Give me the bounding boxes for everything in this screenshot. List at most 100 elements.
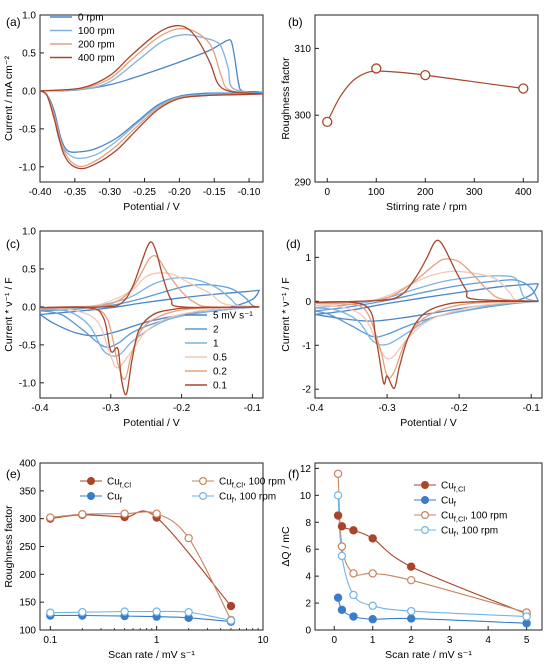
y-axis-label: Current / mA cm⁻² bbox=[3, 56, 15, 141]
series-line-3 bbox=[50, 511, 232, 621]
data-point-series-2 bbox=[333, 593, 343, 602]
data-point-series-1 bbox=[333, 511, 343, 520]
plot-frame bbox=[314, 14, 539, 183]
data-point-series-2 bbox=[337, 605, 347, 614]
legend-label: 0.1 bbox=[213, 381, 227, 392]
series-line-6-cathodic bbox=[40, 306, 260, 396]
data-point-series-3 bbox=[46, 513, 55, 522]
legend-label: 0 rpm bbox=[78, 13, 104, 24]
x-tick-label: 0.1 bbox=[43, 635, 57, 646]
series-line-2 bbox=[337, 597, 527, 624]
y-tick-label: 290 bbox=[294, 178, 311, 189]
y-axis-label: Current * ν⁻¹ / F bbox=[3, 277, 15, 351]
series-line-1-cathodic bbox=[40, 90, 263, 153]
x-tick-label: -0.3 bbox=[378, 403, 396, 414]
plot-area bbox=[46, 509, 236, 626]
data-point-series-4 bbox=[152, 607, 161, 616]
panel-label: (e) bbox=[6, 467, 21, 481]
x-axis-label: Stirring rate / rpm bbox=[386, 201, 467, 213]
plot-area bbox=[315, 239, 539, 389]
series-line-4-anodic bbox=[315, 270, 539, 307]
data-point-series-1 bbox=[368, 534, 377, 543]
y-tick-label: 300 bbox=[19, 514, 36, 525]
data-point-series-3 bbox=[333, 469, 343, 478]
x-tick-label: 3 bbox=[447, 635, 453, 646]
legend-marker bbox=[421, 525, 430, 534]
x-tick-label: 2 bbox=[408, 635, 414, 646]
data-point-series-2 bbox=[349, 612, 358, 621]
series-line-1-anodic bbox=[40, 39, 263, 94]
x-tick-label: 0 bbox=[331, 635, 337, 646]
panel-b: (b) 0 100 200 300 400 290 300 310 Stirring rate /… bbox=[280, 14, 539, 213]
legend-label: Cuf,Cl, 100 rpm bbox=[441, 511, 507, 524]
x-tick-label: -0.25 bbox=[133, 187, 156, 198]
legend-label: 5 mV s⁻¹ bbox=[213, 311, 253, 322]
legend-label: 0.2 bbox=[213, 367, 227, 378]
series-line-1 bbox=[50, 510, 232, 607]
data-point-series-4 bbox=[184, 607, 193, 617]
series-line-6-anodic bbox=[315, 239, 539, 303]
series-line-3 bbox=[337, 473, 527, 614]
series-line-3-cathodic bbox=[40, 306, 260, 357]
x-axis-label: Potential / V bbox=[400, 417, 457, 429]
legend-marker bbox=[199, 492, 208, 501]
x-axis-label: Scan rate / mV s⁻¹ bbox=[385, 649, 472, 661]
x-tick-label: 200 bbox=[417, 187, 434, 198]
legend-label: Cuf bbox=[441, 496, 457, 509]
panel-label: (f) bbox=[288, 467, 299, 481]
y-tick-label: 0.5 bbox=[22, 48, 36, 59]
legend-label: Cuf,Cl, 100 rpm bbox=[219, 477, 285, 490]
panel-a: (a) -0.40 -0.35 -0.30 -0.25 -0.20 -0.15 -0.10 -1… bbox=[3, 11, 264, 213]
x-tick-label: -0.20 bbox=[168, 187, 191, 198]
y-tick-label: 150 bbox=[19, 598, 36, 609]
panel-label: (d) bbox=[286, 237, 301, 251]
y-tick-label: 300 bbox=[294, 111, 311, 122]
data-point-series-3 bbox=[337, 542, 347, 551]
series-line-6-anodic bbox=[40, 241, 260, 309]
series-line-4-cathodic bbox=[315, 300, 539, 360]
data-point-series-3 bbox=[120, 509, 129, 518]
data-point-series-4 bbox=[226, 616, 236, 625]
data-point-series-4 bbox=[78, 607, 87, 617]
panel-label: (c) bbox=[6, 237, 20, 251]
series-line-3-anodic bbox=[40, 27, 263, 95]
legend-marker bbox=[421, 496, 430, 505]
series-line-4-anodic bbox=[40, 272, 260, 310]
legend-label: 200 rpm bbox=[78, 40, 115, 51]
legend-marker bbox=[86, 492, 95, 501]
x-tick-label: -0.4 bbox=[31, 403, 49, 414]
panel-d: (d) -0.4 -0.3 -0.2 -0.1 -2 -1 0 1 Potential / V Cu… bbox=[280, 230, 543, 429]
y-tick-label: 0 bbox=[305, 626, 311, 637]
data-point-series-1 bbox=[406, 562, 416, 571]
data-point-series-3 bbox=[78, 510, 87, 519]
legend-label: Cuf, 100 rpm bbox=[219, 492, 276, 505]
plot-area bbox=[40, 24, 263, 170]
series-line-1-cathodic bbox=[315, 283, 539, 322]
data-point-series-3 bbox=[184, 533, 193, 543]
series-line-2-anodic bbox=[315, 279, 539, 312]
y-tick-label: 310 bbox=[294, 44, 311, 55]
panel-e: (e) 0.1 1 10 100 150 200 250 300 350 400 Scan rate … bbox=[3, 459, 285, 662]
legend-label: Cuf bbox=[107, 492, 123, 505]
data-point-series-3 bbox=[406, 575, 416, 585]
x-tick-label: 400 bbox=[515, 187, 532, 198]
legend-marker bbox=[421, 511, 430, 520]
x-tick-label: -0.1 bbox=[523, 403, 541, 414]
data-point-series-4 bbox=[368, 601, 377, 610]
x-tick-label: 1 bbox=[154, 635, 160, 646]
x-tick-label: -0.10 bbox=[238, 187, 261, 198]
x-tick-label: 0 bbox=[324, 187, 330, 198]
data-point-series-1 bbox=[226, 601, 236, 611]
x-tick-label: -0.2 bbox=[451, 403, 469, 414]
x-tick-label: -0.35 bbox=[63, 187, 86, 198]
series-line-5-cathodic bbox=[40, 306, 260, 380]
data-point-series-4 bbox=[349, 590, 358, 600]
x-axis-label: Scan rate / mV s⁻¹ bbox=[108, 649, 195, 661]
data-point bbox=[371, 63, 382, 74]
x-tick-label: 10 bbox=[257, 635, 269, 646]
data-point-series-1 bbox=[349, 526, 358, 535]
plot-frame bbox=[314, 462, 543, 631]
x-tick-label: 1 bbox=[370, 635, 376, 646]
